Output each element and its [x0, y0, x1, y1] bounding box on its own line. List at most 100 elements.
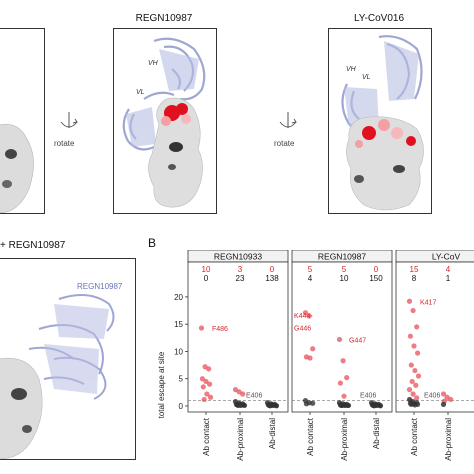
- point-contact: [207, 394, 214, 400]
- point-proximal: [344, 375, 350, 381]
- vh-label: VH: [148, 60, 158, 67]
- point-contact-other: [310, 400, 316, 406]
- escape-scatter-chart: total escape at site 05101520REGN1093310…: [157, 250, 474, 461]
- point-proximal: [337, 380, 343, 386]
- rotate-label: rotate: [54, 139, 75, 148]
- point-contact: [302, 310, 309, 316]
- count-black: 0: [204, 274, 209, 283]
- point-proximal-other: [241, 402, 248, 409]
- panel-title-combo: + REGN10987: [0, 240, 66, 251]
- y-tick-label: 15: [174, 320, 183, 329]
- point-proximal: [240, 391, 246, 397]
- point-contact: [200, 384, 206, 390]
- point-contact: [407, 333, 413, 339]
- point-contact: [410, 307, 416, 314]
- x-category-label: Ab contact: [410, 417, 419, 456]
- point-contact: [408, 362, 414, 368]
- rotate-label-2: rotate: [274, 139, 295, 148]
- facet-panel: [291, 261, 393, 413]
- point-contact-other: [412, 402, 418, 408]
- point-distal: [377, 403, 384, 409]
- facet-title: LY-CoV: [432, 252, 461, 262]
- panel-title-regn10987: REGN10987: [135, 13, 193, 24]
- count-red: 5: [342, 265, 347, 274]
- point-contact: [414, 324, 420, 330]
- point-contact: [415, 350, 421, 356]
- point-contact: [406, 387, 413, 393]
- point-contact: [199, 376, 205, 382]
- antibody-label: REGN10987: [77, 282, 123, 291]
- point-contact-other: [303, 401, 309, 407]
- point-distal: [371, 403, 377, 409]
- x-category-label: Ab-distal: [268, 418, 277, 449]
- vl-label: VL: [136, 89, 145, 96]
- count-red: 10: [202, 265, 211, 274]
- x-category-label: Ab-proximal: [236, 418, 245, 461]
- point-contact: [201, 396, 207, 403]
- facet-title: REGN10987: [318, 252, 366, 262]
- point-contact: [203, 378, 209, 385]
- regn10987-structure-image: [122, 37, 206, 208]
- ly-cov016-structure-image: [341, 35, 424, 211]
- count-black: 23: [236, 274, 245, 283]
- point-contact: [306, 313, 312, 319]
- point-annotation: E406: [360, 392, 376, 399]
- count-black: 1: [446, 274, 451, 283]
- point-contact: [413, 382, 419, 388]
- count-red: 3: [238, 265, 243, 274]
- point-proximal: [440, 391, 447, 397]
- point-proximal: [341, 393, 347, 399]
- point-annotation: K417: [420, 299, 436, 306]
- point-contact: [198, 325, 205, 331]
- count-red: 5: [308, 265, 313, 274]
- point-contact: [206, 366, 212, 372]
- point-contact: [411, 343, 417, 349]
- structure-panel-regn10987: [113, 28, 217, 214]
- structure-panel-left: [0, 28, 45, 214]
- count-black: 138: [265, 274, 279, 283]
- count-black: 10: [340, 274, 349, 283]
- count-black: 150: [369, 274, 383, 283]
- structure-panel-combo: [0, 258, 136, 460]
- point-proximal: [340, 358, 346, 364]
- point-contact: [414, 395, 420, 401]
- point-contact: [412, 367, 418, 374]
- count-red: 0: [374, 265, 379, 274]
- point-proximal: [448, 396, 454, 403]
- facet-panel: [395, 261, 474, 413]
- x-category-label: Ab-distal: [372, 418, 381, 449]
- point-distal: [273, 403, 280, 409]
- count-black: 4: [308, 274, 313, 283]
- y-tick-label: 10: [174, 347, 183, 356]
- count-red: 4: [446, 265, 451, 274]
- point-annotation: K444-: [294, 313, 313, 320]
- point-proximal: [336, 336, 343, 343]
- point-proximal-other: [339, 402, 345, 409]
- point-contact: [204, 391, 210, 397]
- point-annotation: F486: [212, 326, 228, 333]
- point-contact: [409, 378, 415, 385]
- y-tick-label: 5: [179, 375, 184, 384]
- point-contact: [307, 355, 313, 361]
- y-tick-label: 0: [179, 402, 184, 411]
- rotate-arrow-icon: [57, 108, 81, 137]
- vl-label-2: VL: [362, 74, 371, 81]
- structure-panel-ly-cov016: [328, 28, 432, 214]
- point-annotation: G446: [294, 326, 311, 333]
- point-annotation: E406: [424, 392, 440, 399]
- point-proximal-other: [440, 401, 447, 407]
- x-category-label: Ab contact: [202, 417, 211, 456]
- point-contact: [415, 373, 422, 379]
- x-category-label: Ab-proximal: [444, 418, 453, 461]
- point-annotation: G447: [349, 337, 366, 344]
- count-red: 0: [270, 265, 275, 274]
- point-contact: [207, 381, 213, 387]
- point-contact: [406, 298, 413, 304]
- x-category-label: Ab-proximal: [340, 418, 349, 461]
- left-structure-image: [0, 124, 34, 213]
- point-distal: [267, 403, 273, 409]
- point-contact: [310, 346, 316, 352]
- combo-structure-image: [0, 294, 115, 459]
- panel-title-ly-cov016: LY-CoV016: [353, 13, 405, 24]
- count-red: 15: [410, 265, 419, 274]
